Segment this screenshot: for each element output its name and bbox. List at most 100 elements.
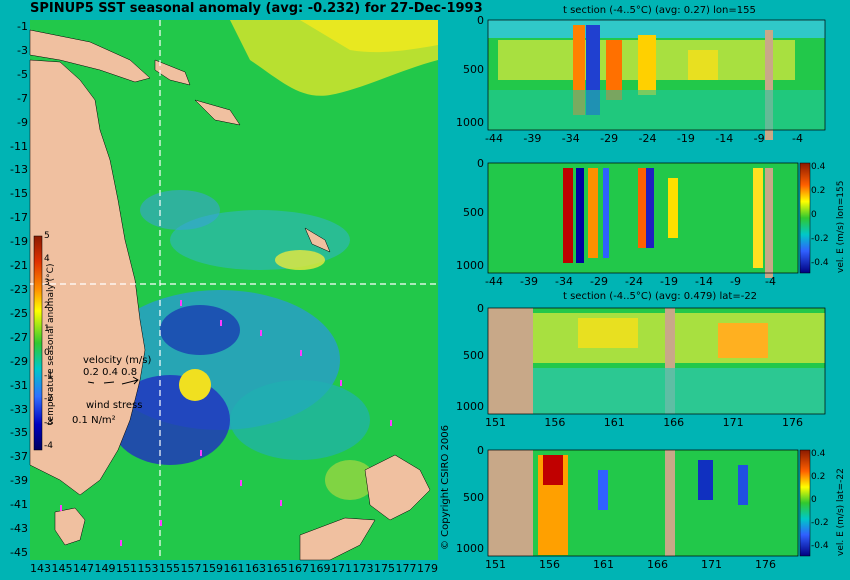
section-x-tick-label: -4 xyxy=(792,132,803,145)
velocity-colorbar-tick: 0.4 xyxy=(811,162,826,172)
lon-tick-label: 143 xyxy=(30,562,51,575)
colorbar-tick-label: 0 xyxy=(44,347,50,358)
lat-tick-label: -33 xyxy=(10,402,28,416)
depth-tick-label: 500 xyxy=(463,206,484,219)
lat-tick-label: -13 xyxy=(10,163,28,177)
velocity-colorbar-tick: 0.4 xyxy=(811,449,826,459)
lat-tick-label: -19 xyxy=(10,235,28,249)
lon-tick-label: 175 xyxy=(374,562,395,575)
section-x-tick-label: -34 xyxy=(555,275,573,288)
velocity-legend-label: velocity (m/s) xyxy=(83,355,152,366)
tasmania xyxy=(54,507,86,546)
lat-tick-label: -15 xyxy=(10,187,28,201)
velocity-legend-arrows xyxy=(87,376,139,385)
depth-tick-label: 0 xyxy=(477,157,484,170)
velocity-colorbar-tick: 0 xyxy=(811,495,817,505)
colorbar-tick-label: 1 xyxy=(44,324,50,335)
depth-tick-label: 0 xyxy=(477,302,484,315)
section-x-tick-label: -4 xyxy=(765,275,776,288)
section-x-tick-label: 151 xyxy=(485,558,506,571)
lat-tick-label: -39 xyxy=(10,474,28,488)
section-x-tick-label: -39 xyxy=(523,132,542,145)
depth-tick-label: 1000 xyxy=(456,116,484,129)
velocity-colorbar-label: vel. E (m/s) lon=155 xyxy=(836,180,846,273)
new-zealand-north xyxy=(364,454,431,521)
new-zealand-south xyxy=(299,517,376,561)
velocity-colorbar-tick: 0.2 xyxy=(811,472,826,482)
velocity-colorbar-tick: -0.4 xyxy=(811,258,829,268)
section-x-tick-label: -14 xyxy=(715,132,734,145)
lat-tick-label: -25 xyxy=(10,306,28,320)
colorbar-tick-label: 5 xyxy=(44,231,50,241)
section-x-tick-label: 161 xyxy=(593,558,614,571)
section-x-tick-label: 156 xyxy=(539,558,560,571)
lat-tick-label: -3 xyxy=(17,43,28,57)
new-britain xyxy=(154,59,191,86)
depth-tick-label: 0 xyxy=(477,14,484,27)
lat-tick-label: -11 xyxy=(10,139,28,153)
lat-tick-label: -21 xyxy=(10,259,28,273)
section-x-tick-label: -24 xyxy=(638,132,657,145)
warm-eddy-3 xyxy=(325,460,375,500)
section-x-tick-label: -39 xyxy=(520,275,538,288)
section-x-tick-label: -19 xyxy=(676,132,695,145)
lat-tick-label: -17 xyxy=(10,211,28,225)
lat-tick-label: -41 xyxy=(10,498,28,512)
lon-tick-label: 145 xyxy=(51,562,73,575)
depth-tick-label: 500 xyxy=(463,491,484,504)
lon-tick-label: 161 xyxy=(223,562,245,575)
lon-tick-label: 153 xyxy=(137,562,159,575)
map-colorbar xyxy=(33,235,43,451)
lon-tick-label: 165 xyxy=(266,562,288,575)
section-x-tick-label: -34 xyxy=(561,132,580,145)
depth-tick-label: 1000 xyxy=(456,542,484,555)
depth-tick-label: 1000 xyxy=(456,259,484,272)
velocity-colorbar-tick: 0.2 xyxy=(811,186,826,196)
section-panel-title: t section (-4..5°C) (avg: 0.27) lon=155 xyxy=(563,5,756,16)
lon-tick-label: 177 xyxy=(395,562,417,575)
colorbar-tick-label: 3 xyxy=(44,277,50,288)
section-x-tick-label: 151 xyxy=(485,416,506,429)
colorbar-tick-label: -3 xyxy=(44,417,53,428)
depth-tick-label: 500 xyxy=(463,349,484,362)
lat-tick-label: -45 xyxy=(10,546,28,559)
lat-tick-label: -31 xyxy=(10,378,28,392)
colorbar-tick-label: -4 xyxy=(44,441,53,451)
lon-axis: 143 145 147 149 151 153 155 157 159 161 163 165 167 1… xyxy=(30,562,438,575)
wind-stress-vectors xyxy=(60,300,392,546)
new-caledonia xyxy=(304,227,331,253)
lat-tick-label: -23 xyxy=(10,283,28,296)
lon-tick-label: 179 xyxy=(417,562,438,575)
colorbar-tick-label: -2 xyxy=(44,394,53,405)
section-x-tick-label: -44 xyxy=(485,132,503,145)
section-x-tick-label: 176 xyxy=(782,416,803,429)
section-x-tick-label: -14 xyxy=(695,275,713,288)
lon-tick-label: 149 xyxy=(94,562,116,575)
wind-legend-label: wind stress xyxy=(86,400,143,411)
lon-tick-label: 171 xyxy=(331,562,352,575)
velocity-colorbar-label: vel. E (m/s) lat=-22 xyxy=(836,468,846,556)
new-guinea xyxy=(29,29,151,83)
section-x-tick-label: -24 xyxy=(625,275,643,288)
section-x-tick-label: 171 xyxy=(722,416,744,429)
velocity-colorbar-tick: -0.4 xyxy=(811,541,829,551)
lon-tick-label: 155 xyxy=(159,562,180,575)
depth-tick-label: 1000 xyxy=(456,400,484,413)
section-x-tick-label: -29 xyxy=(590,275,608,288)
colorbar-tick-label: -1 xyxy=(44,371,53,381)
section-x-tick-label: 161 xyxy=(603,416,625,429)
lat-tick-label: -5 xyxy=(17,67,28,81)
section-x-tick-label: 166 xyxy=(647,558,668,571)
lon-tick-label: 151 xyxy=(116,562,137,575)
warm-eddy-1 xyxy=(179,369,211,401)
colorbar-tick-label: 4 xyxy=(44,254,50,265)
section-x-tick-label: -44 xyxy=(485,275,503,288)
velocity-colorbar-tick: -0.2 xyxy=(811,518,829,528)
lon-tick-label: 159 xyxy=(202,562,223,575)
lat-tick-label: -37 xyxy=(10,450,28,464)
map-colorbar-label: temperature seasonal anomaly (°C) xyxy=(46,263,56,425)
cool-anomaly-east xyxy=(230,380,370,460)
velocity-legend-values: 0.2 0.4 0.8 xyxy=(83,367,138,378)
map-title: SPINUP5 SST seasonal anomaly (avg: -0.23… xyxy=(30,1,483,16)
